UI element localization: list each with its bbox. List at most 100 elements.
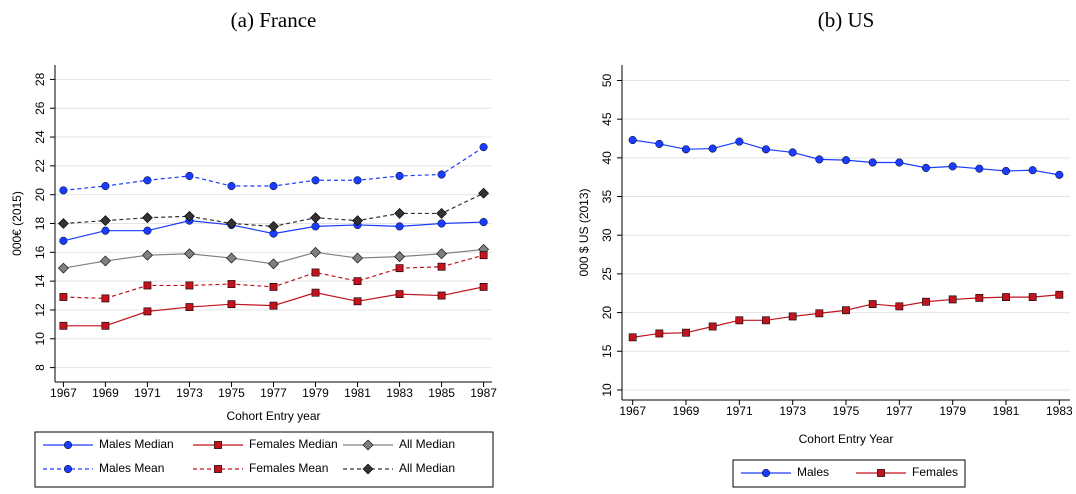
marker: [311, 288, 320, 297]
marker: [975, 164, 984, 173]
marker: [142, 212, 153, 224]
marker: [682, 328, 690, 337]
marker: [57, 262, 69, 274]
x-tick-label: 1985: [428, 386, 455, 400]
y-tick-label: 14: [33, 274, 47, 288]
marker: [59, 236, 68, 245]
marker: [269, 282, 278, 291]
x-axis-label: Cohort Entry Year: [799, 432, 894, 446]
y-tick-label: 45: [600, 112, 614, 126]
marker: [143, 281, 152, 290]
marker: [948, 295, 957, 304]
marker: [479, 218, 488, 227]
x-tick-label: 1971: [726, 404, 753, 418]
marker: [269, 181, 278, 191]
marker: [185, 303, 194, 311]
y-tick-label: 10: [33, 332, 47, 346]
marker: [762, 316, 770, 325]
marker: [59, 321, 68, 330]
marker: [895, 158, 904, 167]
y-tick-label: 10: [600, 383, 614, 397]
legend-label: All Median: [399, 437, 455, 451]
marker: [185, 171, 194, 180]
marker: [143, 307, 152, 316]
legend-marker: [63, 440, 73, 450]
marker: [478, 187, 490, 199]
x-tick-label: 1981: [993, 404, 1020, 418]
marker: [59, 186, 68, 195]
legend-label: Males: [797, 465, 829, 479]
marker: [352, 252, 363, 264]
marker: [268, 220, 279, 232]
marker: [142, 249, 153, 261]
series-line: [632, 294, 1060, 338]
legend-marker: [362, 439, 374, 451]
x-tick-label: 1977: [886, 404, 913, 418]
marker: [101, 226, 110, 235]
marker: [479, 143, 488, 152]
x-tick-label: 1977: [260, 386, 287, 400]
legend-box: [34, 431, 494, 488]
legend-marker: [214, 465, 222, 473]
y-tick-label: 20: [33, 188, 47, 202]
marker: [395, 290, 404, 299]
x-tick-label: 1973: [176, 386, 203, 400]
marker: [437, 291, 446, 300]
marker: [143, 176, 152, 185]
y-tick-label: 50: [600, 73, 614, 87]
x-tick-label: 1973: [779, 404, 806, 418]
legend-label: Females Median: [249, 437, 338, 451]
y-tick-label: 35: [600, 190, 614, 204]
y-tick-label: 40: [600, 151, 614, 165]
marker: [655, 139, 664, 148]
x-tick-label: 1967: [50, 386, 77, 400]
marker: [311, 268, 320, 277]
marker: [788, 148, 797, 157]
marker: [761, 145, 771, 154]
legend-marker: [362, 463, 374, 475]
marker: [101, 321, 110, 330]
chart-title: (a) France: [231, 8, 317, 32]
marker: [269, 301, 278, 310]
marker: [437, 219, 446, 228]
legend-label: Males Median: [99, 437, 174, 451]
marker: [101, 294, 110, 303]
marker: [394, 251, 405, 263]
marker: [1001, 166, 1011, 176]
y-tick-label: 26: [33, 101, 47, 115]
marker: [437, 262, 446, 271]
legend-label: Males Mean: [99, 461, 164, 475]
y-tick-label: 24: [33, 130, 47, 144]
x-tick-label: 1983: [386, 386, 413, 400]
marker: [227, 181, 236, 191]
y-axis-label: 000 $ US (2013): [577, 188, 591, 276]
y-tick-label: 15: [600, 344, 614, 358]
legend-marker: [877, 469, 885, 477]
marker: [310, 212, 321, 224]
marker: [185, 281, 194, 290]
x-tick-label: 1975: [218, 386, 245, 400]
x-tick-label: 1969: [673, 404, 700, 418]
marker: [868, 158, 877, 167]
legend-label: All Median: [399, 461, 455, 475]
marker: [352, 215, 363, 227]
x-tick-label: 1981: [344, 386, 371, 400]
x-tick-label: 1971: [134, 386, 161, 400]
marker: [311, 176, 320, 185]
x-tick-label: 1969: [92, 386, 119, 400]
y-axis-label: 000€ (2015): [10, 191, 24, 256]
legend-marker: [214, 441, 222, 449]
y-tick-label: 18: [33, 217, 47, 231]
marker: [101, 181, 110, 191]
marker: [353, 297, 362, 306]
x-tick-label: 1979: [302, 386, 329, 400]
marker: [681, 145, 691, 154]
marker: [437, 170, 446, 179]
marker: [1055, 290, 1064, 299]
legend-label: Females: [912, 465, 958, 479]
y-tick-label: 12: [33, 303, 47, 317]
marker: [311, 222, 320, 231]
marker: [628, 333, 637, 342]
marker: [1002, 293, 1010, 302]
marker: [268, 258, 279, 270]
